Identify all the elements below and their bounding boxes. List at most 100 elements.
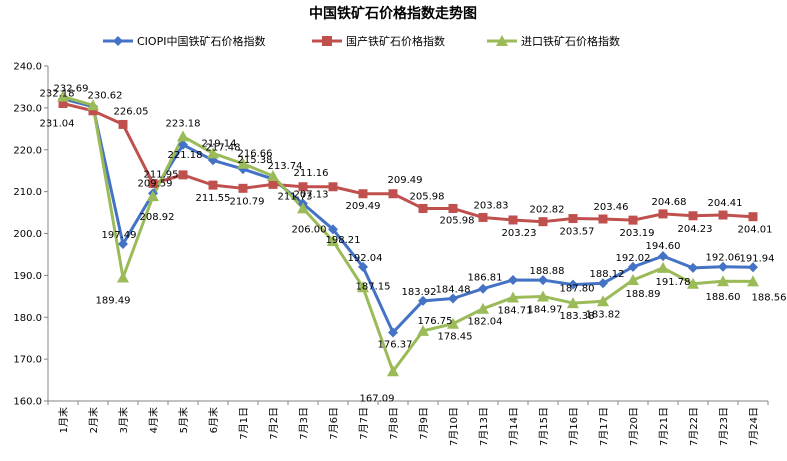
data-point-imported: [657, 261, 669, 273]
data-label-ciopi: 207.13: [294, 190, 329, 201]
data-point-ciopi: [688, 262, 698, 273]
data-point-domestic: [178, 170, 188, 180]
series-markers: [57, 90, 759, 377]
data-label-imported: 230.62: [88, 90, 123, 101]
x-tick-label: 7月14日: [508, 407, 520, 446]
y-tick-label: 210.0: [13, 187, 42, 198]
data-point-imported: [567, 297, 579, 309]
data-point-ciopi: [658, 251, 668, 262]
data-label-imported: 183.38: [560, 311, 595, 322]
x-tick-label: 5月末: [177, 407, 190, 433]
chart-title: 中国铁矿石价格指数走势图: [309, 5, 477, 22]
data-point-ciopi: [628, 261, 638, 272]
data-label-ciopi: 192.06: [706, 253, 741, 264]
data-point-ciopi: [478, 283, 488, 294]
legend-marker-triangle: [496, 35, 508, 46]
data-point-imported: [87, 99, 99, 111]
data-point-imported: [597, 295, 609, 307]
y-tick-label: 160.0: [13, 397, 42, 408]
data-label-ciopi: 209.59: [138, 178, 173, 189]
data-point-ciopi: [568, 279, 578, 290]
data-point-imported: [747, 275, 759, 287]
data-label-domestic: 211.95: [144, 169, 179, 180]
data-point-imported: [687, 277, 699, 289]
series-line-domestic: [62, 102, 754, 224]
data-point-imported: [537, 290, 549, 302]
legend-label-ciopi: CIOPI中国铁矿石价格指数: [137, 34, 265, 48]
data-point-domestic: [268, 179, 278, 189]
data-point-domestic: [148, 178, 158, 188]
data-label-imported: 184.71: [498, 306, 533, 317]
y-tick-label: 170.0: [13, 355, 42, 366]
legend-label-domestic: 国产铁矿石价格指数: [346, 34, 445, 48]
data-point-domestic: [358, 189, 368, 199]
data-point-domestic: [748, 212, 758, 222]
data-label-ciopi: 184.48: [436, 284, 471, 295]
data-label-imported: 182.04: [468, 317, 503, 328]
data-point-domestic: [628, 215, 638, 225]
data-label-domestic: 209.49: [346, 201, 381, 212]
data-point-domestic: [298, 182, 308, 192]
x-tick-label: 7月16日: [568, 407, 580, 446]
data-point-ciopi: [178, 139, 188, 150]
x-tick-label: 7月1日: [238, 407, 250, 440]
data-label-imported: 216.66: [238, 149, 273, 160]
data-point-domestic: [388, 189, 398, 199]
series-line-imported: [62, 95, 754, 373]
data-label-domestic: 204.41: [708, 198, 743, 209]
data-label-ciopi: 188.88: [530, 266, 565, 277]
data-point-ciopi: [328, 224, 338, 235]
data-label-imported: 167.09: [360, 393, 395, 404]
x-tick-label: 7月6日: [328, 407, 340, 440]
data-point-domestic: [508, 215, 518, 225]
data-point-imported: [297, 202, 309, 214]
data-label-imported: 183.82: [586, 309, 621, 320]
x-tick-label: 7月17日: [598, 407, 610, 446]
x-tick-label: 4月末: [147, 407, 160, 433]
data-label-imported: 178.45: [438, 332, 473, 343]
data-label-domestic: 204.23: [678, 224, 713, 235]
data-label-domestic: 202.82: [530, 205, 565, 216]
data-point-domestic: [58, 99, 68, 109]
data-label-imported: 187.15: [356, 281, 391, 292]
x-tick-label: 7月20日: [628, 407, 640, 446]
data-label-ciopi: 232.18: [40, 89, 75, 100]
x-tick-label: 3月末: [117, 407, 130, 433]
data-point-domestic: [88, 106, 98, 116]
data-label-ciopi: 192.02: [616, 253, 651, 264]
data-label-imported: 206.00: [292, 224, 327, 235]
data-label-domestic: 203.57: [560, 227, 595, 238]
data-label-ciopi: 197.49: [102, 230, 137, 241]
data-label-domestic: 203.46: [594, 202, 629, 213]
x-tick-label: 7月15日: [538, 407, 550, 446]
data-point-domestic: [718, 210, 728, 220]
data-label-imported: 188.89: [626, 289, 661, 300]
x-tick-label: 7月10日: [448, 407, 460, 446]
data-point-domestic: [118, 119, 128, 129]
data-label-domestic: 203.19: [620, 228, 655, 239]
data-label-imported: 189.49: [96, 296, 131, 307]
data-label-domestic: 231.04: [40, 119, 75, 130]
data-point-domestic: [478, 212, 488, 222]
data-point-domestic: [448, 203, 458, 213]
data-label-domestic: 226.05: [114, 106, 149, 117]
data-label-ciopi: 192.04: [348, 253, 383, 264]
data-label-imported: 188.56: [752, 292, 787, 303]
data-point-domestic: [328, 182, 338, 192]
legend: CIOPI中国铁矿石价格指数 国产铁矿石价格指数 进口铁矿石价格指数: [103, 34, 620, 48]
data-label-domestic: 211.55: [196, 193, 231, 204]
data-point-imported: [237, 157, 249, 169]
data-point-imported: [417, 324, 429, 336]
y-tick-label: 180.0: [13, 313, 42, 324]
x-tick-label: 7月21日: [658, 407, 670, 446]
data-point-imported: [627, 274, 639, 286]
data-point-domestic: [418, 203, 428, 213]
x-tick-label: 2月末: [87, 407, 100, 433]
data-point-domestic: [658, 209, 668, 219]
legend-marker-diamond: [113, 36, 123, 46]
x-tick-label: 7月2日: [268, 407, 280, 440]
data-label-ciopi: 186.81: [468, 273, 503, 284]
data-point-ciopi: [748, 262, 758, 273]
x-axis-ticks: 1月末 2月末 3月末 4月末 5月末 6月末 7月1日 7月2日 7月3日 7月6日 7月7日 7月…: [47, 401, 769, 446]
data-label-ciopi: 183.92: [402, 287, 437, 298]
